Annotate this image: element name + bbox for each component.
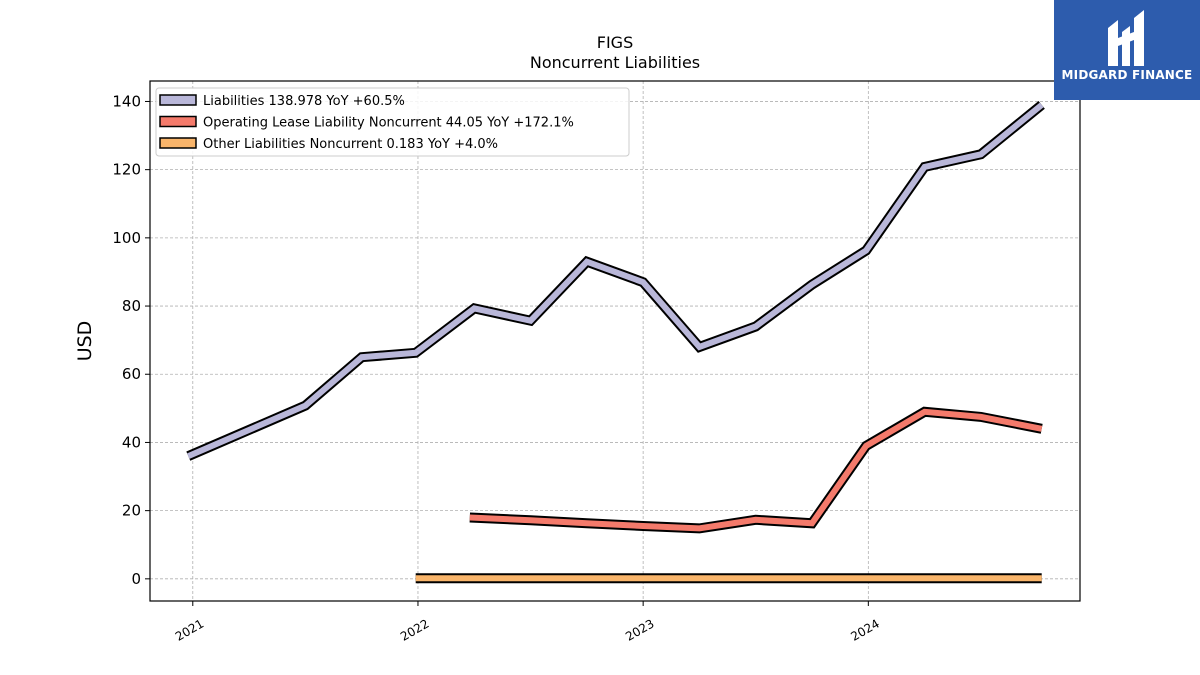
- chart-subtitle: Noncurrent Liabilities: [530, 53, 700, 72]
- chart-title: FIGS: [597, 33, 633, 52]
- plot-area-frame: [149, 80, 1081, 602]
- series-outline: [186, 101, 1045, 461]
- grid-lines: [150, 81, 1080, 601]
- y-tick-label: 140: [112, 92, 141, 110]
- y-axis-ticks: 0 20 40 60 80 100 120 140: [112, 92, 150, 588]
- y-tick-label: 40: [122, 433, 141, 451]
- legend-item-2: Other Liabilities Noncurrent 0.183 YoY +…: [159, 137, 498, 152]
- brand-name: MIDGARD FINANCE: [1061, 68, 1193, 82]
- series-line-0: [186, 101, 1045, 461]
- series-line-1: [469, 406, 1043, 534]
- y-tick-label: 100: [112, 229, 141, 247]
- legend-swatch: [159, 115, 197, 128]
- legend-item-0: Liabilities 138.978 YoY +60.5%: [159, 94, 405, 109]
- legend-item-1: Operating Lease Liability Noncurrent 44.…: [159, 115, 574, 131]
- y-tick-label: 80: [122, 297, 141, 315]
- x-tick-label: 2021: [173, 616, 206, 643]
- legend-box: [155, 87, 630, 157]
- series-stroke: [469, 408, 1043, 532]
- midgard-logo-icon: [1108, 10, 1144, 66]
- x-tick-label: 2022: [398, 616, 431, 643]
- series-lines: [186, 101, 1045, 584]
- legend-label: Liabilities 138.978 YoY +60.5%: [203, 94, 405, 109]
- x-tick-label: 2023: [623, 616, 656, 643]
- x-tick-label: 2024: [848, 616, 881, 643]
- legend-label: Other Liabilities Noncurrent 0.183 YoY +…: [203, 137, 498, 152]
- legend: Liabilities 138.978 YoY +60.5% Operating …: [155, 87, 630, 157]
- y-tick-label: 20: [122, 502, 141, 520]
- legend-label: Operating Lease Liability Noncurrent 44.…: [203, 116, 574, 131]
- y-tick-label: 60: [122, 365, 141, 383]
- y-tick-label: 0: [131, 570, 141, 588]
- y-axis-label: USD: [74, 321, 96, 362]
- y-tick-label: 120: [112, 161, 141, 179]
- brand-logo: MIDGARD FINANCE: [1054, 0, 1200, 100]
- x-axis-ticks: 2021 2022 2023 2024: [173, 601, 882, 644]
- legend-swatch: [159, 94, 197, 106]
- legend-swatch: [159, 137, 197, 149]
- series-stroke: [187, 102, 1044, 459]
